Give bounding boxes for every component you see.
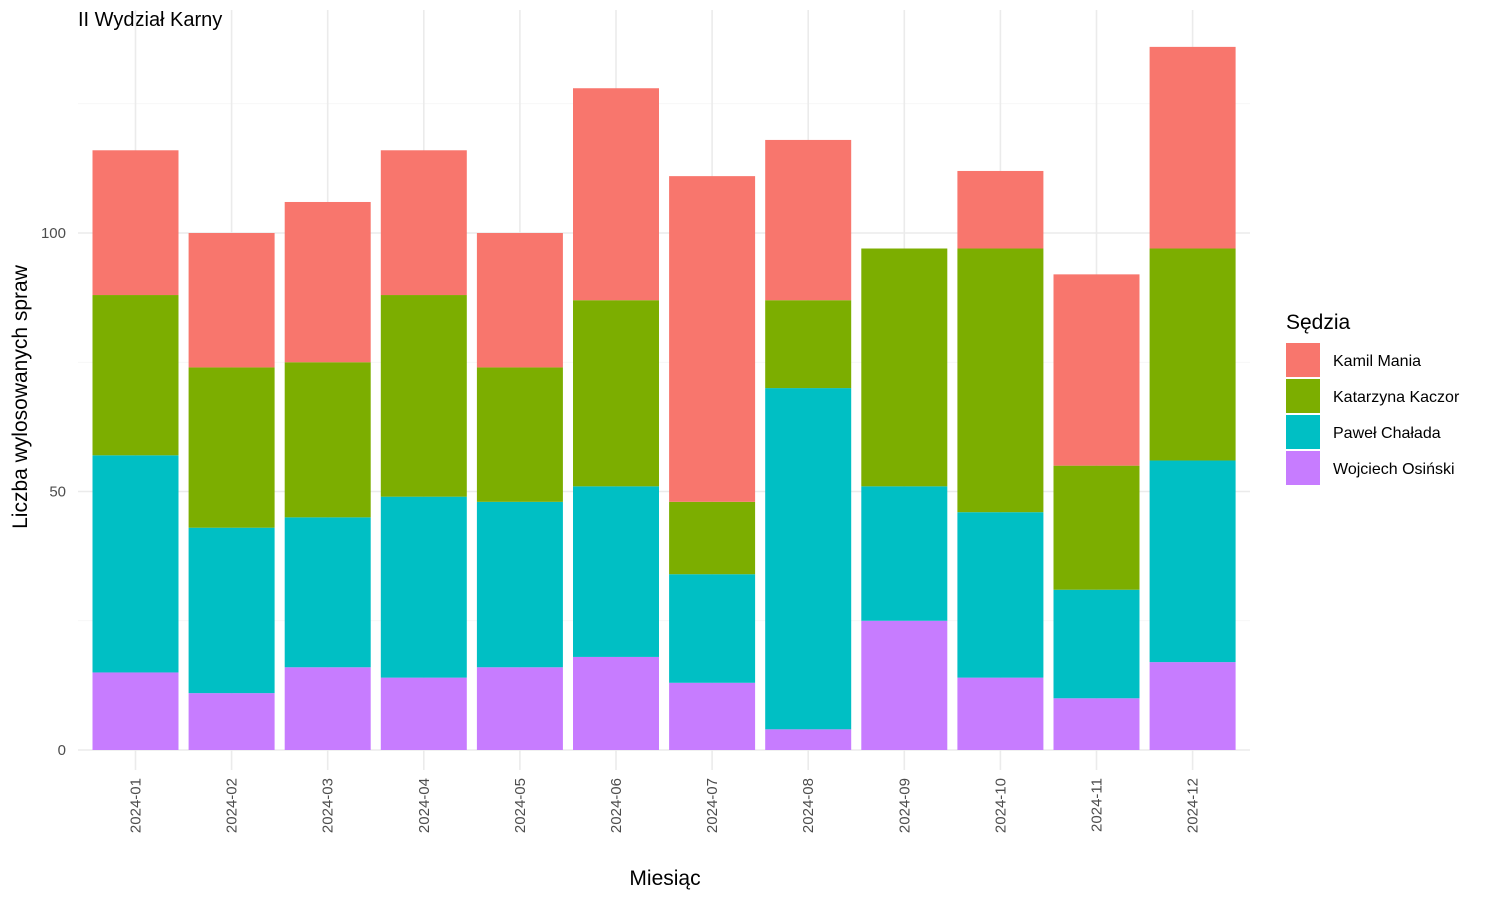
bar-segment	[476, 233, 563, 368]
x-tick-label: 2024-12	[1185, 778, 1202, 833]
bar-segment	[188, 527, 275, 694]
bar-segment	[669, 574, 756, 683]
bar-segment	[573, 88, 659, 301]
bar-segment	[957, 677, 1044, 750]
bar-segment	[1149, 46, 1236, 249]
legend-label: Kamil Mania	[1333, 353, 1421, 370]
bar-segment	[284, 201, 371, 363]
x-tick-label: 2024-08	[800, 778, 817, 833]
bar-segment	[765, 729, 852, 750]
bar-segment	[957, 512, 1044, 678]
x-tick-label: 2024-02	[224, 778, 241, 833]
bar-segment	[957, 170, 1044, 249]
bar-segment	[861, 620, 948, 750]
bar-segment	[380, 496, 467, 678]
bar-segment	[1053, 274, 1140, 466]
bar-segment	[92, 150, 179, 296]
y-tick-label: 50	[49, 484, 66, 501]
legend-label: Wojciech Osiński	[1333, 461, 1455, 478]
bar-segment	[188, 693, 275, 750]
y-tick-label: 0	[58, 742, 66, 759]
chart-title: II Wydział Karny	[78, 9, 222, 31]
legend-label: Paweł Chałada	[1333, 425, 1441, 442]
y-axis-ticks: 0 50 100	[41, 225, 66, 759]
legend-swatch	[1286, 343, 1320, 377]
x-axis-title: Miesiąc	[629, 867, 700, 890]
bar-segment	[380, 677, 467, 750]
x-tick-label: 2024-07	[704, 778, 721, 833]
bar-segment	[1053, 589, 1140, 699]
bar-segment	[92, 455, 179, 673]
legend-swatch	[1286, 451, 1320, 485]
legend-label: Katarzyna Kaczor	[1333, 389, 1460, 406]
legend-swatch	[1286, 379, 1320, 413]
bar-segment	[669, 682, 756, 750]
legend: Sędzia Kamil Mania Katarzyna Kaczor Paweł …	[1286, 311, 1460, 485]
bar-segment	[284, 517, 371, 668]
x-tick-label: 2024-05	[512, 778, 529, 833]
bar-segment	[765, 300, 852, 389]
bar-segment	[92, 295, 179, 456]
bar-segment	[476, 367, 563, 502]
x-tick-label: 2024-03	[320, 778, 337, 833]
bar-segment	[1053, 465, 1140, 590]
bar-segment	[380, 150, 467, 296]
y-axis-title: Liczba wylosowanych spraw	[9, 264, 32, 529]
bar-segment	[669, 176, 756, 502]
bar-segment	[188, 233, 275, 368]
x-tick-label: 2024-04	[416, 778, 433, 833]
x-tick-label: 2024-09	[896, 778, 913, 833]
bar-segment	[1149, 662, 1236, 750]
bar-segment	[957, 248, 1044, 513]
bar-segment	[573, 300, 659, 487]
x-axis-ticks: 2024-01 2024-02 2024-03 2024-04 2024-05 2024-…	[128, 778, 1202, 833]
bar-segment	[765, 388, 852, 730]
x-tick-label: 2024-06	[608, 778, 625, 833]
bar-segment	[1149, 460, 1236, 663]
bar-segment	[188, 367, 275, 528]
y-tick-label: 100	[41, 225, 66, 242]
bar-segment	[765, 139, 852, 301]
bar-segment	[284, 667, 371, 750]
bar-segment	[861, 486, 948, 621]
bars	[92, 46, 1236, 750]
legend-title: Sędzia	[1286, 311, 1351, 334]
bar-segment	[573, 656, 659, 750]
x-tick-label: 2024-10	[992, 778, 1009, 833]
bar-segment	[284, 362, 371, 518]
bar-segment	[861, 248, 948, 487]
x-tick-label: 2024-01	[128, 778, 145, 833]
bar-segment	[476, 501, 563, 668]
legend-swatch	[1286, 415, 1320, 449]
bar-segment	[1149, 248, 1236, 461]
bar-segment	[669, 501, 756, 575]
bar-segment	[573, 486, 659, 657]
bar-segment	[476, 667, 563, 750]
bar-segment	[380, 295, 467, 497]
bar-segment	[92, 672, 179, 750]
bar-segment	[1053, 698, 1140, 750]
x-tick-label: 2024-11	[1089, 778, 1106, 832]
